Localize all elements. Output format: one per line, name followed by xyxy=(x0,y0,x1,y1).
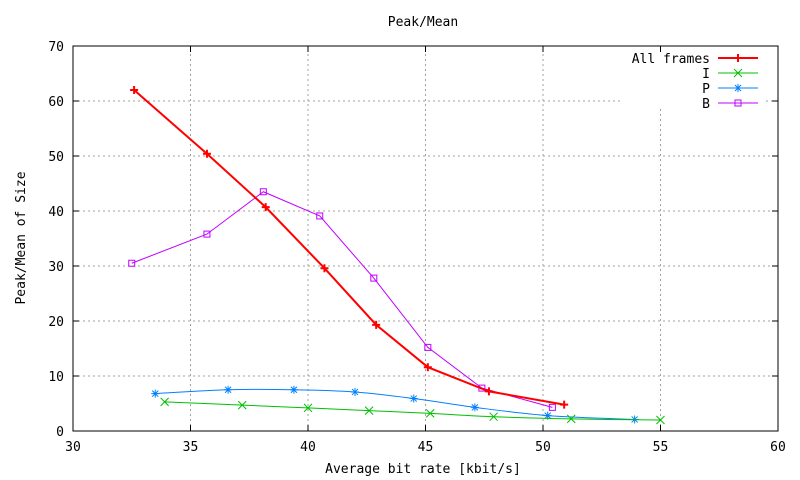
y-tick-label: 0 xyxy=(56,425,64,440)
star-marker xyxy=(224,385,233,394)
data-point-square xyxy=(370,274,378,282)
data-point-plus xyxy=(130,86,139,94)
legend-label-i: I xyxy=(702,67,710,82)
y-tick-label: 40 xyxy=(48,205,64,220)
series-line-all-frames xyxy=(133,89,565,406)
x-tick-label: 35 xyxy=(183,440,199,455)
legend-label-p: P xyxy=(702,82,710,97)
square-marker xyxy=(734,99,742,107)
series-layer xyxy=(128,86,665,425)
data-point-star xyxy=(151,389,160,398)
plus-marker xyxy=(560,400,569,409)
data-point-star xyxy=(351,387,359,396)
data-point-cross xyxy=(303,403,313,413)
cross-marker xyxy=(160,397,170,407)
data-point-square xyxy=(316,212,324,220)
square-marker xyxy=(548,403,556,411)
square-marker xyxy=(424,343,432,351)
data-point-plus xyxy=(202,149,211,158)
star-marker xyxy=(543,411,552,420)
star-marker xyxy=(734,84,742,92)
axes: 30 35 40 45 50 55 60 0 10 20 30 40 50 60 70 xyxy=(48,40,785,455)
x-tick-label: 30 xyxy=(65,440,81,455)
data-point-plus xyxy=(560,400,569,409)
data-point-star xyxy=(734,84,742,92)
x-tick-label: 55 xyxy=(653,440,669,455)
cross-marker xyxy=(656,415,665,425)
square-marker xyxy=(259,188,267,196)
data-point-cross xyxy=(237,400,247,410)
cross-marker xyxy=(733,68,743,78)
data-point-plus xyxy=(261,203,270,212)
plus-marker xyxy=(130,86,139,94)
star-marker xyxy=(470,403,479,412)
plus-marker xyxy=(261,203,270,212)
cross-marker xyxy=(566,414,576,424)
star-marker xyxy=(289,385,298,394)
data-point-cross xyxy=(489,412,499,422)
data-point-star xyxy=(409,394,418,403)
data-point-star xyxy=(470,403,479,412)
chart-title: Peak/Mean xyxy=(388,15,458,30)
data-point-square xyxy=(548,403,556,411)
plot-border xyxy=(72,45,779,432)
data-point-plus xyxy=(372,320,381,329)
x-axis-label: Average bit rate [kbit/s] xyxy=(325,462,521,477)
cross-marker xyxy=(425,409,435,418)
y-tick-label: 30 xyxy=(48,260,64,275)
data-point-star xyxy=(289,385,298,394)
square-marker xyxy=(203,230,211,238)
data-point-square xyxy=(424,343,432,351)
y-tick-label: 10 xyxy=(48,370,64,385)
data-point-plus xyxy=(320,264,329,273)
data-point-plus xyxy=(423,363,432,372)
data-point-square xyxy=(203,230,211,238)
plus-marker xyxy=(734,54,742,62)
cross-marker xyxy=(237,400,247,410)
y-tick-label: 20 xyxy=(48,315,64,330)
square-marker xyxy=(316,212,324,220)
x-tick-label: 40 xyxy=(300,440,316,455)
y-tick-label: 60 xyxy=(48,95,64,110)
x-tick-label: 60 xyxy=(770,440,786,455)
plus-marker xyxy=(372,320,381,329)
data-point-cross xyxy=(160,397,170,407)
x-tick-label: 45 xyxy=(418,440,434,455)
y-tick-label: 70 xyxy=(48,40,64,55)
plus-marker xyxy=(202,149,211,158)
star-marker xyxy=(409,394,418,403)
y-axis-label: Peak/Mean of Size xyxy=(14,171,29,304)
plus-marker xyxy=(484,387,493,396)
data-point-star xyxy=(543,411,552,420)
grid xyxy=(73,46,778,431)
data-point-plus xyxy=(734,54,742,62)
cross-marker xyxy=(303,403,313,413)
data-point-cross xyxy=(656,415,665,425)
data-point-cross xyxy=(566,414,576,424)
y-tick-label: 50 xyxy=(48,150,64,165)
data-point-square xyxy=(128,259,136,267)
data-point-cross xyxy=(425,409,435,418)
data-point-cross xyxy=(733,68,743,78)
data-point-square xyxy=(259,188,267,196)
star-marker xyxy=(151,389,160,398)
cross-marker xyxy=(489,412,499,422)
plus-marker xyxy=(423,363,432,372)
plus-marker xyxy=(320,264,329,273)
square-marker xyxy=(370,274,378,282)
square-marker xyxy=(128,259,136,267)
series-line-b xyxy=(131,191,553,408)
cross-marker xyxy=(364,406,374,416)
data-point-square xyxy=(734,99,742,107)
data-point-cross xyxy=(364,406,374,416)
legend-label-b: B xyxy=(702,97,710,112)
data-point-star xyxy=(224,385,233,394)
legend-label-all-frames: All frames xyxy=(632,52,710,67)
star-marker xyxy=(351,387,359,396)
data-point-plus xyxy=(484,387,493,396)
x-tick-label: 50 xyxy=(535,440,551,455)
